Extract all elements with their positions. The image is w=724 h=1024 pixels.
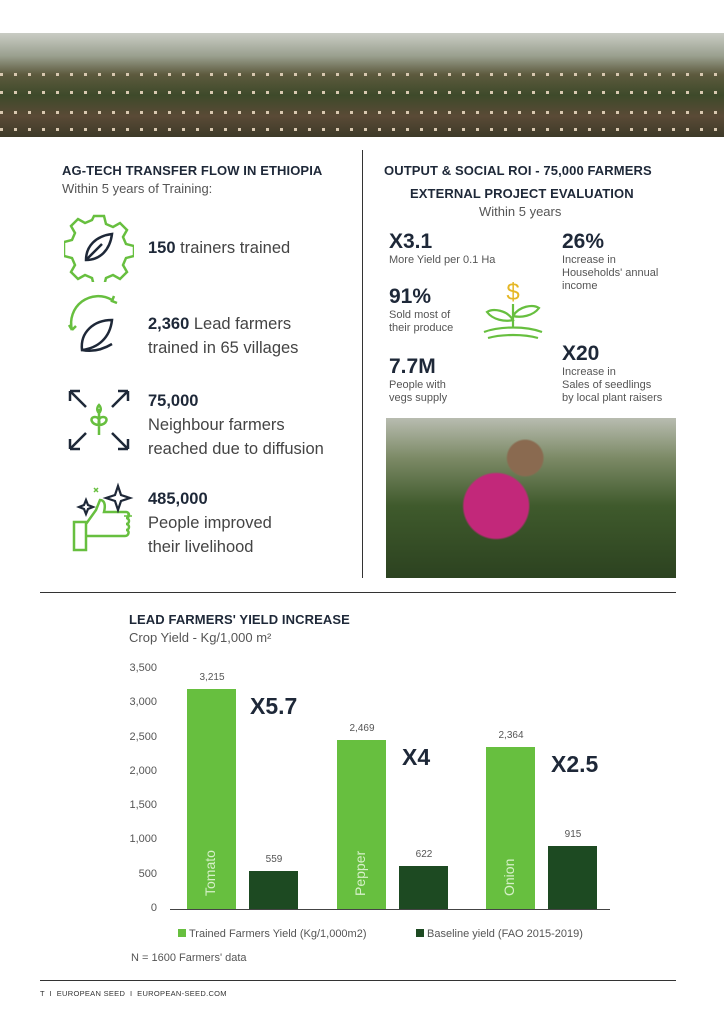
farmer-photo	[386, 418, 676, 578]
multiplier-label: X2.5	[551, 750, 599, 777]
stat-people-improved: 485,000 People improved their livelihood	[148, 490, 272, 556]
bar-trained-tomato	[187, 688, 236, 909]
bar-baseline-pepper	[399, 866, 448, 909]
y-tick-label: 2,000	[129, 764, 157, 777]
multiplier-label: X5.7	[250, 692, 298, 719]
y-tick-label: 2,500	[129, 730, 157, 743]
data-label: 915	[564, 829, 582, 841]
chart-note: N = 1600 Farmers' data	[131, 952, 247, 964]
y-tick-label: 3,500	[129, 662, 157, 674]
data-label: 2,469	[349, 722, 375, 734]
category-label: Tomato	[202, 850, 218, 896]
data-label: 3,215	[199, 671, 225, 683]
column-divider	[362, 150, 363, 578]
bar-trained-onion	[486, 746, 535, 909]
category-label: Onion	[501, 858, 517, 896]
legend-swatch-trained	[178, 929, 186, 937]
right-title: OUTPUT & SOCIAL ROI - 75,000 FARMERS	[384, 163, 652, 178]
left-title: AG-TECH TRANSFER FLOW IN ETHIOPIA	[62, 163, 323, 178]
legend-swatch-baseline	[416, 929, 424, 937]
y-tick-label: 0	[150, 902, 157, 914]
stat-vegs-supply: 7.7M People with vegs supply	[389, 355, 448, 404]
footer-link[interactable]: EUROPEAN-SEED.COM	[137, 989, 227, 998]
gear-leaf-icon	[64, 214, 134, 282]
stat-lead-farmers: 2,360 Lead farmers trained in 65 villages	[148, 315, 299, 357]
chart-subtitle: Crop Yield - Kg/1,000 m²	[129, 630, 272, 645]
y-tick-label: 500	[138, 867, 157, 880]
data-label: 2,364	[498, 729, 524, 741]
bar-baseline-tomato	[249, 870, 298, 909]
section-divider	[40, 592, 676, 593]
chart-title: LEAD FARMERS' YIELD INCREASE	[129, 612, 350, 627]
footer: T I EUROPEAN SEED I EUROPEAN-SEED.COM	[40, 989, 227, 998]
y-tick-label: 1,000	[129, 833, 157, 846]
footer-divider	[40, 980, 676, 981]
stat-trainers: 150 trainers trained	[148, 239, 291, 257]
diffusion-arrows-icon	[68, 389, 130, 451]
hero-farm-photo	[0, 33, 724, 137]
y-tick-label: 3,000	[129, 696, 157, 709]
stat-seedlings: X20 Increase in Sales of seedlings by local…	[562, 342, 663, 404]
stat-neighbour-farmers: 75,000 Neighbour farmers reached due to di…	[148, 392, 324, 458]
stat-sold: 91% Sold most of their produce	[389, 285, 454, 334]
right-subtitle: Within 5 years	[479, 204, 562, 219]
bar-baseline-onion	[548, 846, 597, 909]
data-label: 622	[415, 849, 433, 861]
left-subtitle: Within 5 years of Training:	[62, 181, 213, 196]
data-label: 559	[265, 853, 283, 865]
stat-income: 26% Increase in Households' annual income	[562, 230, 659, 292]
legend-trained: Trained Farmers Yield (Kg/1,000m2)	[178, 928, 367, 940]
money-plant-icon: $	[483, 279, 543, 340]
thumbs-up-icon	[72, 482, 134, 552]
stat-yield: X3.1 More Yield per 0.1 Ha	[389, 230, 496, 266]
svg-text:$: $	[506, 279, 519, 306]
legend-baseline: Baseline yield (FAO 2015-2019)	[416, 928, 583, 940]
category-label: Pepper	[352, 850, 368, 896]
x-axis	[170, 909, 610, 910]
multiplier-label: X4	[402, 743, 431, 770]
bar-trained-pepper	[337, 739, 386, 909]
y-tick-label: 1,500	[129, 799, 157, 812]
right-title-2: EXTERNAL PROJECT EVALUATION	[410, 186, 634, 201]
cycle-leaf-icon	[67, 294, 118, 352]
